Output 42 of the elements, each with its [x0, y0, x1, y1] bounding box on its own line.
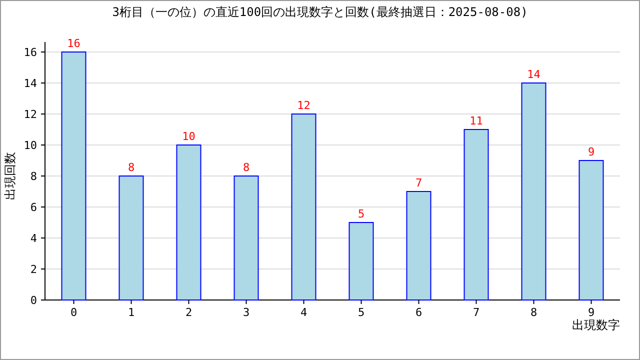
data-label: 8 [128, 161, 135, 174]
bar [291, 114, 316, 300]
y-tick-label: 0 [30, 294, 37, 307]
bar [118, 176, 144, 300]
bar [234, 176, 259, 300]
x-tick-label: 2 [185, 306, 192, 319]
y-axis-title: 出現回数 [3, 152, 17, 200]
bar [464, 129, 489, 300]
data-label: 16 [67, 37, 80, 50]
x-tick-label: 9 [588, 306, 595, 319]
y-tick-label: 12 [24, 108, 37, 121]
bar [176, 144, 202, 300]
data-label: 11 [470, 114, 483, 128]
y-tick-label: 4 [30, 232, 38, 245]
x-tick-label: 6 [415, 306, 422, 319]
data-label: 12 [297, 99, 310, 112]
data-label: 9 [588, 146, 595, 158]
data-label: 10 [182, 130, 196, 143]
bar [521, 82, 546, 300]
bar [348, 222, 374, 300]
x-tick-label: 4 [300, 306, 308, 319]
x-tick-label: 8 [530, 306, 538, 319]
x-tick-label: 1 [128, 306, 135, 319]
x-tick-label: 5 [358, 306, 365, 319]
chart-title: 3桁目（一の位）の直近100回の出現数字と回数(最終抽選日：2025-08-08) [112, 5, 528, 19]
y-tick-label: 8 [30, 170, 37, 183]
y-tick-label: 2 [30, 263, 37, 276]
data-label: 7 [415, 176, 422, 190]
data-label: 5 [358, 208, 365, 220]
x-tick-label: 7 [472, 306, 480, 319]
data-label: 8 [242, 161, 250, 174]
y-tick-label: 10 [24, 139, 37, 152]
y-tick-label: 6 [30, 201, 37, 214]
bar [406, 191, 432, 300]
bar [578, 160, 604, 300]
bar [61, 52, 86, 300]
x-axis-title: 出現数字 [572, 318, 620, 332]
x-tick-label: 3 [242, 306, 250, 319]
x-tick-label: 0 [70, 306, 78, 319]
data-label: 14 [527, 68, 541, 81]
y-tick-label: 14 [24, 77, 38, 90]
y-tick-label: 16 [24, 46, 37, 59]
